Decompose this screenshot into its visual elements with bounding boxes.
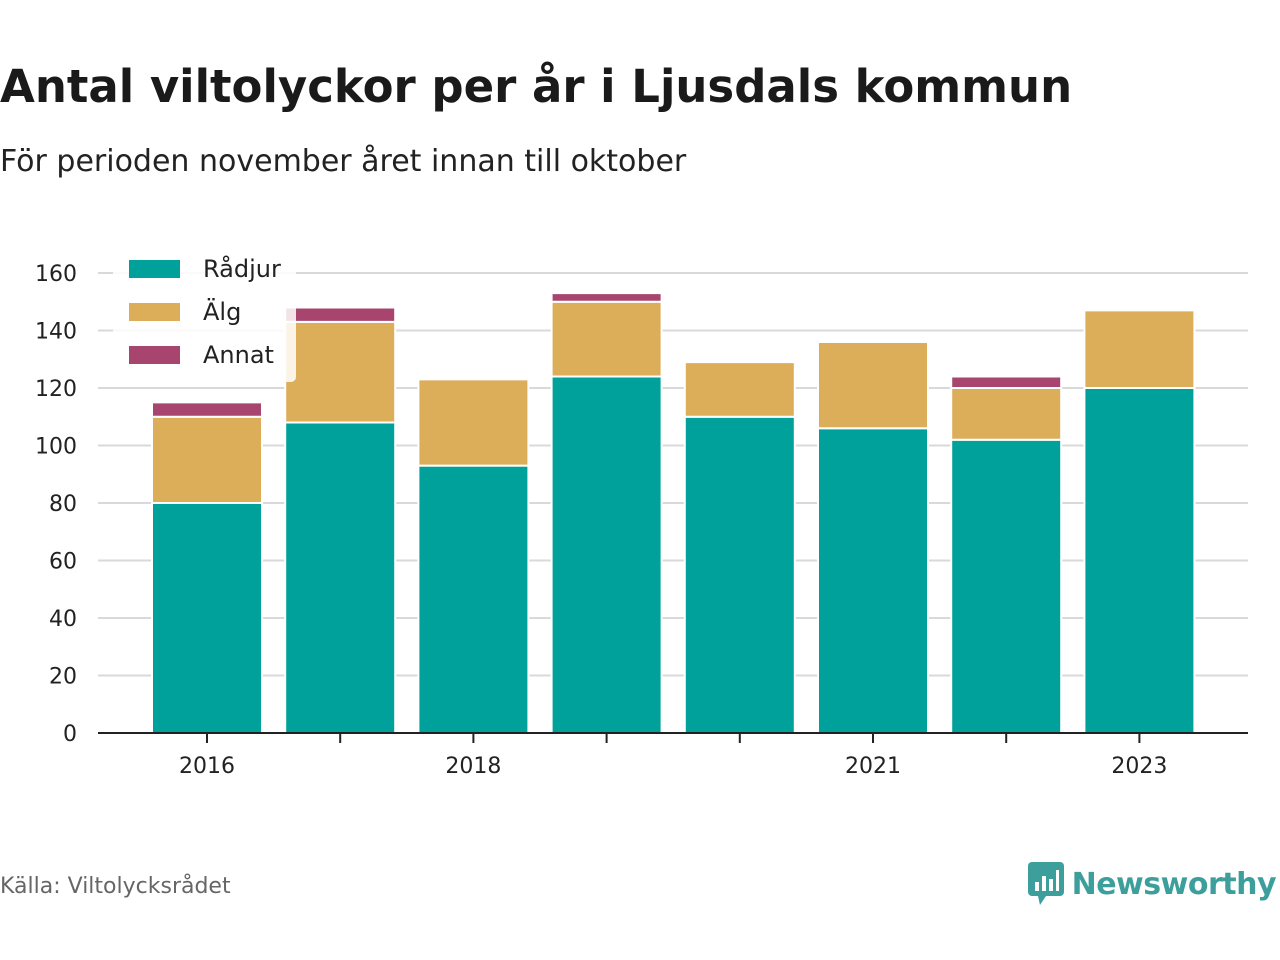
bar-segment--lg-2016: [151, 415, 263, 504]
x-tick-label: 2023: [1111, 754, 1167, 779]
y-tick-label: 80: [49, 492, 77, 517]
bar-segment--lg-2019: [550, 300, 663, 378]
y-tick-label: 60: [49, 550, 77, 575]
bars: [151, 292, 1196, 734]
y-tick-label: 20: [49, 665, 77, 690]
bar-segment--lg-2023: [1083, 309, 1196, 389]
bar-segment-annat-2022: [950, 375, 1063, 389]
bar-segment-r-djur-2023: [1083, 387, 1196, 734]
y-tick-label: 120: [35, 377, 77, 402]
bar-segment-annat-2016: [151, 401, 263, 418]
legend-label: Annat: [203, 341, 274, 369]
bar-segment-r-djur-2017: [284, 421, 397, 734]
x-tick-label: 2021: [845, 754, 901, 779]
axes: 0 20 40 60 80 100 120 140 160 2016 2018 2021 2023: [35, 262, 1248, 779]
bar-segment--lg-2021: [817, 341, 929, 430]
bar-segment-r-djur-2020: [683, 415, 796, 734]
chart-subtitle: För perioden november året innan till ok…: [0, 144, 687, 179]
bar-segment--lg-2020: [683, 361, 796, 418]
y-tick-label: 140: [35, 320, 77, 345]
legend-swatch: [129, 260, 180, 278]
legend-swatch: [129, 303, 180, 321]
bar-segment-r-djur-2018: [417, 464, 530, 734]
bar-segment-r-djur-2021: [817, 427, 929, 734]
brand-logo: Newsworthy: [1027, 862, 1277, 906]
legend-swatch: [129, 346, 180, 364]
bar-chart-speech-icon: [1027, 862, 1064, 905]
bar-segment-annat-2017: [284, 306, 397, 323]
x-tick-label: 2016: [179, 754, 235, 779]
legend-label: Rådjur: [203, 254, 281, 283]
y-tick-label: 0: [63, 722, 77, 747]
y-tick-label: 160: [35, 262, 77, 287]
chart-title: Antal viltolyckor per år i Ljusdals komm…: [0, 60, 1073, 113]
y-tick-label: 40: [49, 607, 77, 632]
brand-name: Newsworthy: [1071, 866, 1277, 902]
legend: Rådjur Älg Annat: [113, 248, 296, 382]
bar-segment-annat-2019: [550, 292, 663, 303]
x-tick-label: 2018: [445, 754, 501, 779]
bar-segment--lg-2017: [284, 320, 397, 424]
bar-segment--lg-2022: [950, 387, 1063, 441]
bar-segment-r-djur-2016: [151, 502, 263, 734]
legend-label: Älg: [203, 297, 241, 326]
bar-segment--lg-2018: [417, 378, 530, 467]
source-note: Källa: Viltolycksrådet: [0, 874, 231, 899]
y-tick-label: 100: [35, 435, 77, 460]
bar-segment-r-djur-2019: [550, 375, 663, 734]
bar-segment-r-djur-2022: [950, 438, 1063, 734]
